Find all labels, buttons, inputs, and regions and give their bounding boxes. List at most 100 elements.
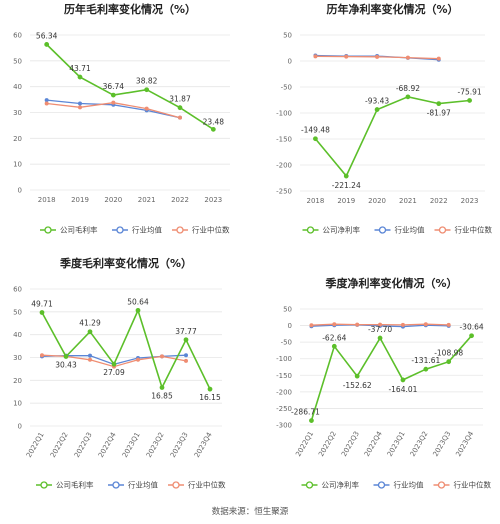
- x-tick-label: 2018: [38, 196, 56, 204]
- data-label: -164.01: [388, 385, 417, 394]
- x-tick-label: 2020: [104, 196, 122, 204]
- legend-swatch-marker: [378, 226, 387, 234]
- legend-label: 公司净利率: [322, 480, 360, 490]
- data-label: 30.43: [55, 361, 77, 370]
- series-line-company: [41, 308, 211, 390]
- data-label: 43.71: [69, 64, 91, 73]
- data-label: 27.09: [103, 368, 125, 377]
- y-tick-label: 20: [13, 377, 22, 385]
- legend-label: 公司毛利率: [56, 480, 94, 490]
- data-point: [184, 358, 188, 363]
- data-label: 49.71: [31, 299, 53, 308]
- data-point: [135, 307, 141, 313]
- data-point: [78, 105, 82, 110]
- y-tick-label: 40: [13, 83, 22, 91]
- y-tick-label: 20: [13, 135, 22, 143]
- legend-item[interactable]: 行业中位数: [434, 225, 493, 235]
- legend-swatch-marker: [377, 481, 386, 489]
- y-tick-label: -50: [281, 84, 292, 92]
- y-tick-label: -100: [276, 110, 292, 118]
- y-tick-label: 0: [18, 423, 22, 431]
- data-point: [344, 54, 349, 59]
- data-point: [400, 377, 406, 383]
- data-point: [44, 101, 49, 106]
- data-point: [144, 87, 150, 93]
- legend-item[interactable]: 行业中位数: [433, 480, 492, 490]
- data-label: -221.24: [332, 181, 361, 190]
- y-tick-label: 0: [288, 58, 292, 66]
- x-tick-label: 2022Q2: [317, 430, 338, 458]
- legend-item[interactable]: 行业中位数: [168, 480, 226, 490]
- data-point: [405, 94, 411, 100]
- data-point: [331, 343, 337, 349]
- data-label: -108.98: [434, 349, 463, 358]
- data-label: -149.48: [301, 126, 330, 135]
- data-point: [377, 335, 383, 341]
- data-label: 37.77: [175, 327, 197, 336]
- legend-label: 行业中位数: [455, 225, 493, 235]
- y-tick-label: -50: [281, 339, 292, 347]
- data-point: [355, 322, 360, 327]
- y-tick-label: 60: [13, 286, 22, 294]
- data-point: [207, 386, 213, 392]
- data-point: [136, 357, 140, 362]
- chart-title: 季度毛利率变化情况（%）: [59, 256, 192, 270]
- x-tick-label: 2022: [171, 196, 189, 204]
- x-tick-label: 2023Q3: [432, 430, 453, 458]
- y-tick-label: 10: [13, 161, 22, 169]
- legend-swatch-marker: [112, 481, 120, 489]
- legend-label: 公司净利率: [323, 225, 361, 235]
- data-point: [354, 373, 360, 379]
- data-point: [313, 54, 318, 59]
- annual-net-margin-chart: 历年净利率变化情况（%） -250 -200 -150 -100 -50 0 50 2018 20…: [276, 2, 493, 235]
- data-point: [111, 361, 117, 367]
- annual-gross-margin-chart: 历年毛利率变化情况（%） 0 10 20 30 40 50 60 2018 2019 2020 202…: [13, 2, 230, 235]
- legend-item[interactable]: 行业均值: [373, 480, 424, 490]
- data-point: [44, 98, 49, 103]
- legend-label: 行业均值: [128, 480, 158, 490]
- series-line-company: [310, 335, 473, 421]
- x-tick-label: 2023Q1: [121, 431, 142, 459]
- legend-item[interactable]: 公司净利率: [301, 480, 360, 490]
- legend-item[interactable]: 公司毛利率: [36, 480, 94, 490]
- y-tick-label: -100: [276, 355, 292, 363]
- legend-swatch-marker: [438, 226, 447, 234]
- legend-item[interactable]: 行业均值: [108, 480, 158, 490]
- data-label: -81.97: [427, 109, 451, 118]
- quarterly-net-margin-chart: 季度净利率变化情况（%） -300 -250 -200 -150 -100 -50 0 50 20…: [276, 276, 492, 490]
- data-point: [77, 74, 83, 80]
- x-tick-label: 2022Q2: [49, 431, 70, 459]
- data-point: [44, 42, 50, 47]
- data-label: 16.15: [199, 393, 221, 402]
- y-tick-label: 50: [13, 308, 22, 316]
- data-point: [423, 366, 429, 372]
- legend-label: 行业均值: [395, 225, 425, 235]
- x-tick-label: 2023: [204, 196, 222, 204]
- x-tick-label: 2019: [337, 197, 355, 205]
- legend-item[interactable]: 行业均值: [112, 225, 162, 235]
- x-tick-label: 2022Q3: [73, 431, 94, 459]
- x-tick-label: 2023Q3: [169, 431, 190, 459]
- legend-item[interactable]: 公司净利率: [302, 225, 361, 235]
- x-tick-label: 2023Q1: [386, 430, 407, 458]
- data-label: 23.48: [203, 117, 225, 126]
- data-point: [184, 353, 188, 358]
- x-tick-label: 2021: [399, 197, 417, 205]
- legend-item[interactable]: 行业中位数: [172, 225, 230, 235]
- legend-label: 行业中位数: [188, 480, 226, 490]
- data-point: [159, 385, 165, 390]
- data-label: -152.62: [343, 381, 372, 390]
- x-tick-label: 2023Q2: [145, 431, 166, 459]
- data-point: [63, 354, 69, 359]
- data-point: [177, 105, 183, 111]
- data-point: [378, 322, 383, 327]
- y-tick-label: 40: [13, 331, 22, 339]
- legend-item[interactable]: 行业均值: [374, 225, 425, 235]
- data-point: [111, 100, 116, 105]
- data-label: -131.61: [411, 356, 440, 365]
- x-tick-label: 2019: [71, 196, 89, 204]
- chart-title: 季度净利率变化情况（%）: [324, 276, 457, 290]
- data-point: [423, 322, 428, 327]
- legend-item[interactable]: 公司毛利率: [40, 225, 98, 235]
